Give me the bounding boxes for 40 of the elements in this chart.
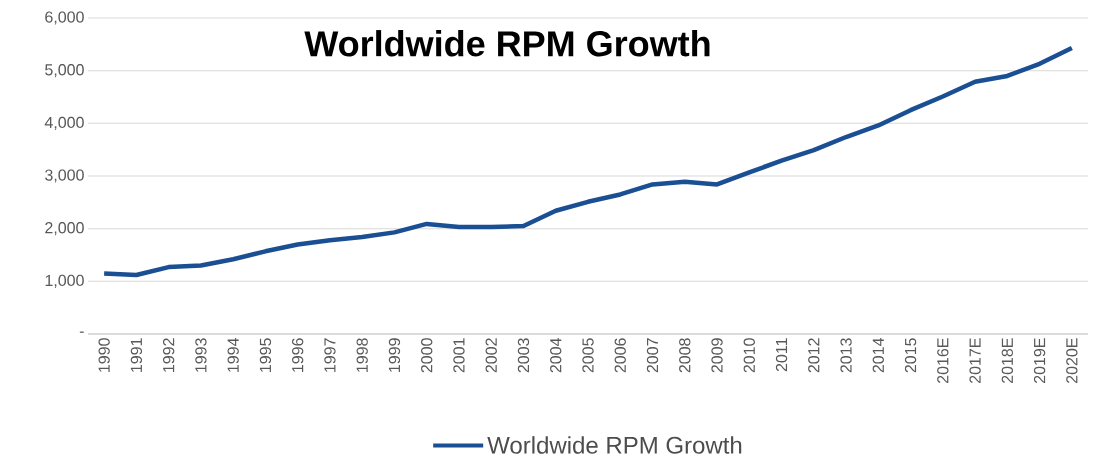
x-tick-label: 1992 (162, 338, 175, 372)
x-tick-label: 2005 (582, 338, 594, 373)
x-tick-label: 2002 (485, 338, 497, 373)
x-tick-label: 2015 (904, 338, 917, 373)
x-tick-label: 2008 (679, 338, 691, 373)
y-tick-label: 1,000 (45, 274, 84, 288)
x-tick-label: 1997 (324, 338, 336, 372)
x-tick-label: 2009 (711, 338, 723, 373)
x-tick-label: 2013 (840, 338, 852, 373)
x-tick-label: 2020E (1066, 338, 1078, 383)
y-tick-label: 6,000 (45, 11, 84, 25)
y-tick-label: - (79, 331, 84, 333)
x-tick-label: 1998 (356, 338, 368, 372)
x-tick-label: 2018E (1001, 338, 1013, 383)
y-tick-label: 2,000 (45, 222, 84, 236)
x-tick-label: 2017E (969, 338, 981, 383)
legend-label: Worldwide RPM Growth (487, 436, 742, 454)
x-tick-label: 2004 (550, 338, 562, 373)
x-tick-label: 1995 (259, 338, 272, 372)
x-tick-label: 2003 (517, 338, 530, 373)
x-tick-label: 2011 (775, 338, 788, 372)
x-tick-label: 2016E (937, 338, 949, 383)
x-tick-label: 1994 (227, 338, 239, 372)
y-tick-label: 4,000 (44, 116, 84, 130)
y-tick-label: 3,000 (45, 169, 84, 183)
x-tick-label: 1991 (130, 338, 143, 372)
x-tick-label: 2010 (743, 338, 755, 373)
x-tick-label: 1993 (195, 338, 207, 372)
chart-title: Worldwide RPM Growth (304, 30, 710, 57)
x-tick-label: 1999 (388, 338, 401, 372)
x-tick-label: 2001 (453, 338, 465, 373)
x-tick-label: 1990 (98, 338, 110, 372)
x-tick-label: 2014 (872, 338, 884, 373)
x-tick-label: 2019E (1033, 338, 1046, 383)
y-tick-label: 5,000 (45, 64, 84, 78)
x-tick-label: 2012 (808, 338, 820, 373)
x-tick-label: 2000 (421, 338, 433, 373)
x-tick-label: 2007 (646, 338, 659, 373)
x-tick-label: 2006 (614, 338, 626, 373)
x-tick-label: 1996 (292, 338, 304, 372)
